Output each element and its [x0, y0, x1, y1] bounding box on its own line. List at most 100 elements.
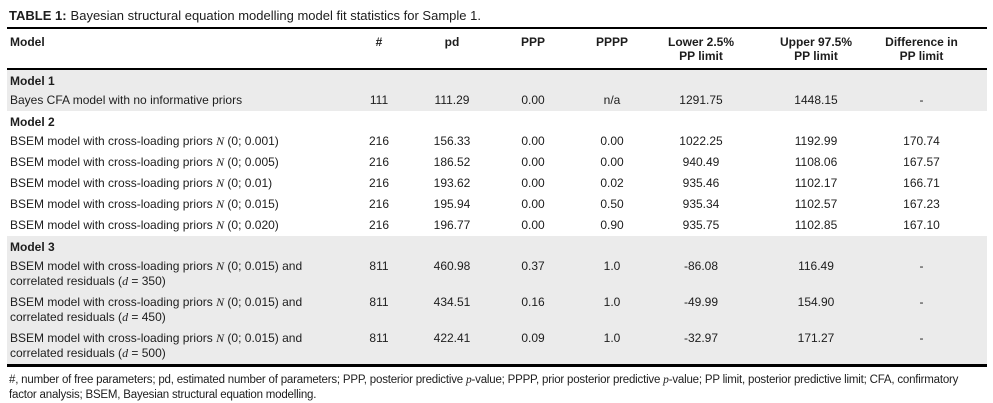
math-symbol: d: [122, 346, 129, 360]
math-symbol: d: [122, 310, 129, 324]
value-cell-num-free-params: 811: [369, 259, 389, 273]
value-cell-upper-pp-limit: 1102.57: [794, 197, 838, 211]
value-cell-pd: 111.29: [434, 93, 470, 107]
value-cell-num-free-params: 216: [368, 176, 390, 190]
section-header-label: Model 2: [10, 115, 55, 129]
value-cell-num-free-params: 216: [368, 134, 390, 148]
table-row: BSEM model with cross-loading priors N (…: [7, 328, 987, 366]
table-row: BSEM model with cross-loading priors N (…: [7, 152, 987, 173]
table-body: Model 1 Bayes CFA model with no informati…: [7, 69, 987, 366]
value-cell-ppp: 0.16: [521, 295, 545, 309]
value-cell-lower-pp-limit: -86.08: [683, 259, 719, 273]
value-cell-pppp: 0.00: [600, 155, 624, 169]
column-header-pppp: PPPP: [574, 29, 650, 70]
section-header-label: Model 1: [10, 74, 55, 88]
column-header-lower-pp-limit: Lower 2.5% PP limit: [650, 29, 752, 70]
math-symbol: N: [216, 295, 225, 309]
value-cell-pppp: 1.0: [603, 259, 621, 273]
value-cell-ppp: 0.09: [521, 331, 545, 345]
section-header-row: Model 1: [7, 69, 987, 90]
value-cell-upper-pp-limit: 1448.15: [794, 93, 838, 107]
value-cell-upper-pp-limit: 154.90: [797, 295, 835, 309]
value-cell-upper-pp-limit: 116.49: [798, 259, 834, 273]
value-cell-upper-pp-limit: 1108.06: [794, 155, 838, 169]
model-name-cell: BSEM model with cross-loading priors N (…: [10, 197, 279, 211]
value-cell-pppp: 0.00: [600, 134, 624, 148]
value-cell-ppp: 0.37: [521, 259, 545, 273]
value-cell-pd: 195.94: [433, 197, 471, 211]
column-header-upper-pp-limit: Upper 97.5% PP limit: [752, 29, 880, 70]
value-cell-difference-pp-limit: -: [919, 93, 924, 107]
value-cell-ppp: 0.00: [521, 134, 545, 148]
table-row: BSEM model with cross-loading priors N (…: [7, 256, 987, 292]
math-symbol: N: [216, 218, 225, 232]
model-name-cell: BSEM model with cross-loading priors N (…: [10, 259, 303, 288]
value-cell-pd: 193.62: [433, 176, 471, 190]
value-cell-pd: 186.52: [433, 155, 471, 169]
math-symbol: N: [216, 331, 225, 345]
math-symbol: N: [216, 134, 225, 148]
table-header: Model # pd PPP PPPP Lower 2.5% PP limit Upper 9…: [7, 29, 987, 70]
value-cell-pd: 422.41: [433, 331, 471, 345]
value-cell-difference-pp-limit: -: [919, 331, 924, 345]
column-header-pd: pd: [412, 29, 492, 70]
value-cell-lower-pp-limit: 935.75: [682, 218, 720, 232]
value-cell-pppp: n/a: [603, 93, 621, 107]
value-cell-pppp: 1.0: [603, 295, 621, 309]
model-name-cell: BSEM model with cross-loading priors N (…: [10, 295, 303, 324]
value-cell-ppp: 0.00: [521, 218, 545, 232]
value-cell-upper-pp-limit: 171.27: [797, 331, 835, 345]
value-cell-upper-pp-limit: 1192.99: [794, 134, 838, 148]
table-caption: TABLE 1: Bayesian structural equation mod…: [7, 8, 987, 29]
value-cell-difference-pp-limit: 170.74: [903, 134, 940, 148]
value-cell-pd: 434.51: [433, 295, 471, 309]
model-name-cell: BSEM model with cross-loading priors N (…: [10, 218, 279, 232]
value-cell-difference-pp-limit: -: [919, 295, 924, 309]
value-cell-num-free-params: 811: [369, 331, 389, 345]
math-symbol: N: [216, 155, 225, 169]
math-symbol: N: [216, 176, 225, 190]
value-cell-difference-pp-limit: 167.57: [903, 155, 940, 169]
value-cell-num-free-params: 811: [369, 295, 389, 309]
value-cell-pppp: 0.50: [600, 197, 624, 211]
value-cell-pppp: 0.02: [600, 176, 624, 190]
value-cell-lower-pp-limit: -49.99: [683, 295, 719, 309]
value-cell-pppp: 1.0: [603, 331, 621, 345]
section-header-row: Model 2: [7, 111, 987, 131]
value-cell-lower-pp-limit: -32.97: [683, 331, 719, 345]
table-row: BSEM model with cross-loading priors N (…: [7, 194, 987, 215]
section-header-row: Model 3: [7, 236, 987, 256]
model-name-cell: BSEM model with cross-loading priors N (…: [10, 155, 279, 169]
math-symbol: N: [216, 197, 225, 211]
table-row: BSEM model with cross-loading priors N (…: [7, 173, 987, 194]
value-cell-pd: 196.77: [433, 218, 471, 232]
math-symbol: p: [465, 374, 472, 386]
value-cell-ppp: 0.00: [521, 155, 545, 169]
value-cell-difference-pp-limit: 167.23: [903, 197, 940, 211]
column-header-difference-pp-limit: Difference in PP limit: [880, 29, 987, 70]
value-cell-difference-pp-limit: 167.10: [903, 218, 940, 232]
table-header-row: Model # pd PPP PPPP Lower 2.5% PP limit Upper 9…: [7, 29, 987, 70]
value-cell-lower-pp-limit: 940.49: [682, 155, 720, 169]
value-cell-lower-pp-limit: 935.46: [682, 176, 720, 190]
model-name-cell: Bayes CFA model with no informative prio…: [10, 93, 243, 107]
value-cell-num-free-params: 216: [368, 218, 390, 232]
value-cell-difference-pp-limit: -: [919, 259, 924, 273]
column-header-model: Model: [7, 29, 346, 70]
value-cell-ppp: 0.00: [521, 93, 545, 107]
value-cell-lower-pp-limit: 1022.25: [679, 134, 723, 148]
column-header-num-free-params: #: [346, 29, 412, 70]
math-symbol: p: [663, 374, 669, 386]
model-name-cell: BSEM model with cross-loading priors N (…: [10, 134, 279, 148]
value-cell-ppp: 0.00: [521, 197, 545, 211]
column-header-ppp: PPP: [492, 29, 574, 70]
value-cell-upper-pp-limit: 1102.85: [794, 218, 838, 232]
model-fit-statistics-table: Model # pd PPP PPPP Lower 2.5% PP limit Upper 9…: [7, 29, 987, 367]
value-cell-difference-pp-limit: 166.71: [903, 176, 940, 190]
value-cell-ppp: 0.00: [521, 176, 545, 190]
table-footnote: #, number of free parameters; pd, estima…: [9, 374, 959, 401]
value-cell-num-free-params: 216: [368, 197, 390, 211]
table-row: BSEM model with cross-loading priors N (…: [7, 215, 987, 236]
value-cell-lower-pp-limit: 935.34: [682, 197, 720, 211]
